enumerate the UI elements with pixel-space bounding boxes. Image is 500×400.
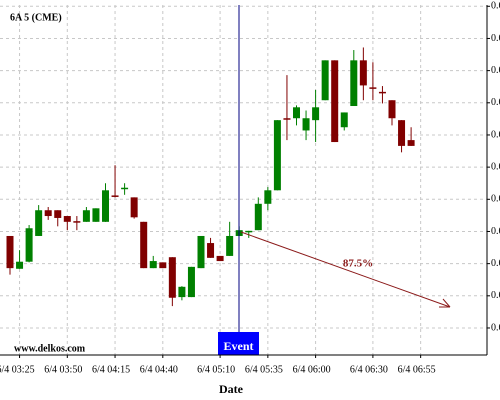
candle-body [398,120,406,146]
y-tick-label: 0.6044 [491,65,500,76]
x-tick-label: 6/4 05:35 [245,364,283,375]
x-tick-label: 6/4 05:10 [197,364,235,375]
candle-body [226,235,234,256]
candle-body [130,197,138,218]
y-tick-label: 0.6009 [491,290,500,301]
candle-body [178,286,186,298]
candle-body [350,60,358,107]
candle-body [54,210,62,218]
candle-body [197,235,205,269]
event-label: Event [224,339,254,353]
x-tick-label: 6/4 06:30 [350,364,388,375]
candle-body [321,60,329,101]
candle-body [16,261,24,269]
projection-arrow [240,231,451,308]
candle-body [111,195,119,197]
candle-body [273,120,281,191]
candle-body [92,208,100,222]
candle-body [63,216,71,222]
candle-body [159,262,167,269]
candle-body [359,60,367,86]
candle-body [378,91,386,94]
candle-body [245,230,253,233]
candle-body [6,235,14,269]
x-tick-label: 6/4 04:15 [92,364,130,375]
candle-body [82,210,90,222]
grid [0,5,487,355]
candle-body [102,190,109,222]
candle-body [302,118,310,131]
y-tick-label: 0.6019 [491,226,500,237]
candle-body [312,107,320,121]
x-tick-label: 6/4 06:00 [293,364,331,375]
y-tick-label: 0.6014 [491,258,500,269]
candle-body [264,190,272,204]
candle-body [44,210,52,217]
candle-body [388,100,396,119]
candle-body [140,221,148,269]
y-tick-label: 0.6054 [491,1,500,12]
candles [6,47,415,307]
candle-body [216,255,224,262]
arrow-head [439,298,451,308]
candle-body [369,87,377,89]
annotation: 87.5% [343,258,373,270]
y-tick-label: 0.6004 [491,322,500,333]
y-tick-label: 0.6024 [491,194,500,205]
candle-body [25,228,33,262]
event-box [218,332,259,355]
candle-body [73,221,81,223]
chart-title: 6A 5 (CME) [10,12,62,23]
candle-body [293,107,300,119]
candle-body [35,210,43,236]
y-tick-label: 0.6049 [491,33,500,44]
candle-body [121,187,129,190]
candle-body [149,261,157,269]
y-tick-label: 0.6034 [491,129,500,140]
candle-body [207,243,215,258]
candle-body [331,60,339,143]
candle-body [283,118,291,120]
x-tick-label: 6/4 03:50 [44,364,82,375]
x-axis-title: Date [219,382,244,396]
x-tick-label: 6/4 06:55 [398,364,436,375]
x-tick-label: 6/4 03:25 [0,364,35,375]
candle-body [187,266,195,298]
x-tick-label: 6/4 04:40 [140,364,178,375]
candle-body [168,257,176,298]
candle-body [407,140,415,146]
y-tick-label: 0.6029 [491,161,500,172]
candle-body [340,112,348,128]
watermark: www.delkos.com [14,343,86,354]
candle-body [254,203,262,231]
y-tick-label: 0.6039 [491,97,500,108]
